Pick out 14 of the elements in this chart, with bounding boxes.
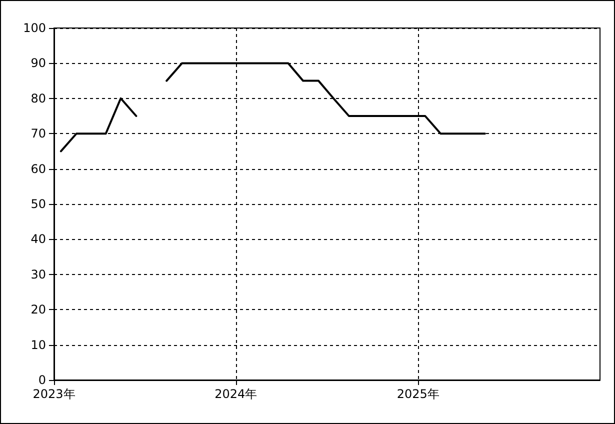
y-tick-label: 50 (30, 197, 46, 211)
y-tick-label: 20 (30, 302, 46, 317)
x-tick-label: 2024年 (214, 387, 258, 401)
y-tick-label: 60 (30, 162, 46, 176)
y-tick-label: 0 (38, 373, 46, 387)
x-tick-label: 2025年 (396, 387, 440, 401)
y-tick-label: 40 (30, 232, 46, 246)
x-tick-label: 2023年 (32, 387, 76, 401)
y-tick-label: 30 (30, 267, 46, 282)
y-tick-label: 100 (23, 21, 46, 35)
y-tick-label: 10 (30, 338, 46, 352)
y-tick-label: 70 (30, 126, 46, 141)
y-tick-label: 80 (30, 91, 46, 106)
y-tick-label: 90 (30, 56, 46, 70)
